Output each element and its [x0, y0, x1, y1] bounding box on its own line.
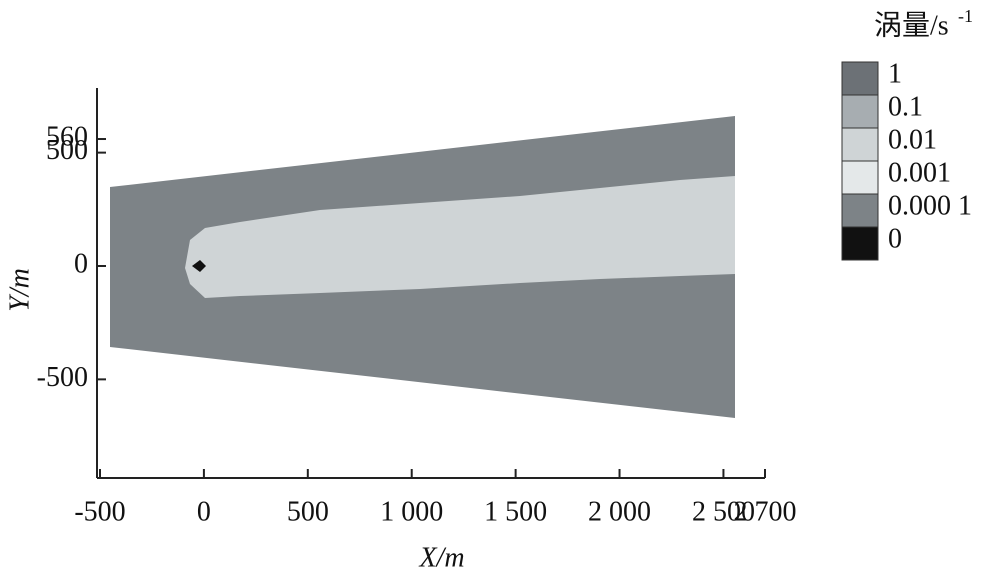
colorbar-swatch [841, 94, 879, 129]
x-tick-label: 2 500 [692, 496, 755, 527]
colorbar-label: 0.001 [888, 157, 951, 188]
colorbar-title: 涡量/s [874, 10, 949, 41]
x-tick-label: 1 500 [484, 496, 547, 527]
y-tick-label: 560 [46, 121, 88, 152]
x-tick-label: 1 000 [380, 496, 443, 527]
x-tick-label: -500 [74, 496, 125, 527]
colorbar-swatch [841, 193, 879, 228]
x-tick-label: 500 [287, 496, 329, 527]
colorbar-label: 0.01 [888, 124, 937, 155]
colorbar-label: 0.000 1 [888, 190, 972, 221]
x-tick-label: 0 [197, 496, 211, 527]
y-tick-label: -500 [37, 362, 88, 393]
colorbar-swatch [841, 127, 879, 162]
colorbar-title-sup: -1 [958, 6, 973, 26]
colorbar-swatch [841, 160, 879, 195]
x-tick-label: 2 700 [734, 496, 797, 527]
field-core [192, 260, 206, 272]
colorbar-label: 0.1 [888, 91, 923, 122]
field-plume [185, 176, 735, 298]
y-axis-label: Y/m [4, 268, 35, 312]
colorbar-swatch [841, 61, 879, 96]
x-tick-label: 2 000 [588, 496, 651, 527]
colorbar-swatch [841, 226, 879, 261]
y-tick-label: 500 [46, 135, 88, 166]
colorbar-label: 0 [888, 223, 902, 254]
x-axis-label: X/m [418, 542, 464, 573]
y-tick-label: 0 [74, 248, 88, 279]
colorbar-label: 1 [888, 58, 902, 89]
